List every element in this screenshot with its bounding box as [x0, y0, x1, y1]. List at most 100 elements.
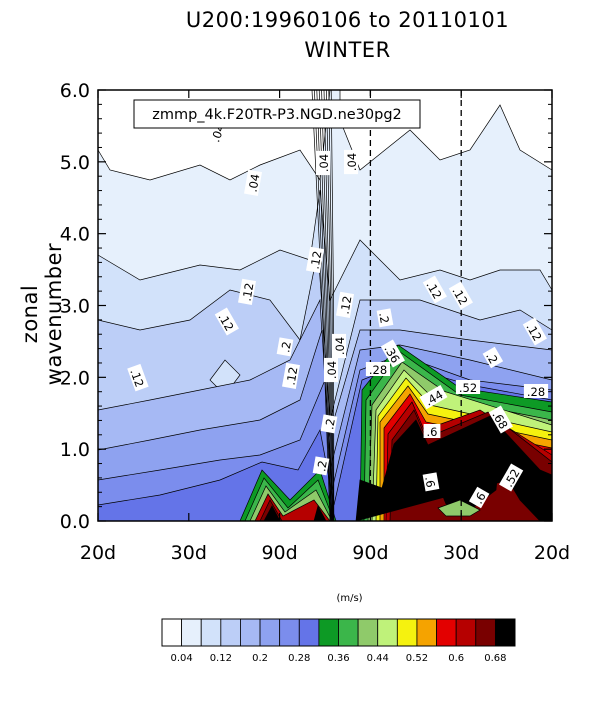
colorbar-swatch [220, 618, 241, 647]
contour-label-text: .04 [345, 153, 359, 171]
colorbar-swatch [298, 618, 320, 647]
colorbar-tick-label: 0.44 [367, 653, 389, 664]
contour-label: .2 [376, 308, 394, 328]
contour-label-text: .2 [278, 340, 294, 353]
contour-label-text: .04 [333, 337, 347, 355]
contour-label-bg [127, 363, 149, 392]
contour-label-bg [214, 307, 239, 336]
axis-ticks: 0.0 1.0 2.0 3.0 4.0 5.0 6.0 20d 30d 90d 90d 30d 20d [60, 80, 570, 564]
contour-label-bg [419, 385, 448, 410]
colorbar-swatch [279, 618, 300, 647]
contour-label-bg [332, 333, 346, 359]
contour-label-bg [238, 278, 257, 305]
contour-label-bg [468, 486, 490, 509]
contour-label-text: .2 [376, 311, 392, 324]
colorbar-swatch [338, 618, 359, 647]
y-tick-label: 0.0 [60, 511, 90, 533]
contour-label-text: .12 [127, 367, 146, 389]
colorbar-tick-label: 0.2 [252, 653, 268, 664]
contour-label-bg [344, 149, 358, 175]
contour-label: .2 [482, 346, 504, 369]
y-tick-label: 5.0 [60, 152, 90, 174]
contour-label-text: .52 [459, 381, 477, 395]
colorbar-swatch [161, 618, 183, 647]
contour-label-bg [244, 169, 263, 196]
colorbar-swatch [377, 618, 398, 647]
x-tick-label: 30d [171, 542, 207, 564]
contour-label-text: .28 [527, 385, 545, 399]
contour-label: .04 [324, 357, 339, 383]
colorbar-swatch [259, 618, 281, 647]
colorbar-tick-label: 0.6 [448, 653, 464, 664]
contour-label-bg [380, 339, 405, 368]
colorbar-frame [161, 618, 516, 647]
contour-label-bg [324, 357, 338, 383]
colorbar-tick-label: 0.12 [210, 653, 232, 664]
contour-label: .6 [468, 486, 490, 509]
contour-label: .2 [312, 456, 330, 476]
contour-label: .28 [523, 384, 549, 399]
contour-label-bg [488, 405, 513, 434]
x-tick-label: 30d [443, 542, 479, 564]
x-tick-label: 20d [80, 542, 116, 564]
colorbar-swatch [200, 618, 222, 647]
contour-label-bg [423, 424, 441, 438]
contour-label: .04 [332, 333, 347, 359]
colorbar: 0.04 0.12 0.2 0.28 0.36 0.44 0.52 0.6 0.68 [161, 618, 516, 664]
contour-label-text: .12 [240, 282, 257, 302]
case-label: zmmp_4k.F20TR-P3.NGD.ne30pg2 [152, 107, 402, 123]
contour-label-bg [522, 317, 547, 346]
contour-label-text: .12 [338, 295, 355, 315]
colorbar-swatch [436, 618, 457, 647]
colorbar-tick-label: 0.04 [170, 653, 192, 664]
colorbar-units-label: (m/s) [336, 593, 363, 604]
chart-title-line2: WINTER [304, 38, 391, 62]
colorbar-swatch [357, 618, 379, 647]
contour-label-bg [312, 456, 330, 476]
contour-label: .12 [127, 363, 149, 392]
colorbar-swatch [240, 618, 261, 647]
contour-label-bg [422, 472, 440, 492]
contour-label: .12 [282, 362, 301, 389]
y-tick-label: 6.0 [60, 80, 90, 102]
y-tick-label: 3.0 [60, 296, 90, 318]
contour-label-bg [316, 150, 330, 176]
contour-label-bg [276, 337, 294, 357]
contour-label: .12 [238, 278, 257, 305]
contour-label-text: .04 [317, 154, 331, 172]
colorbar-tick-label: 0.36 [327, 653, 349, 664]
colorbar-tick-label: 0.28 [288, 653, 310, 664]
contour-label-bg [320, 414, 338, 434]
contour-label-bg [306, 246, 325, 273]
y-tick-label: 1.0 [60, 439, 90, 461]
contour-label-text: .04 [325, 361, 339, 379]
contour-label-text: .12 [284, 366, 301, 386]
x-tick-label: 20d [534, 542, 570, 564]
contour-label-text: .2 [322, 417, 338, 430]
contour-label-bg [422, 275, 447, 304]
contour-label-bg [499, 463, 524, 492]
x-tick-label: 90d [352, 542, 388, 564]
contour-label: .04 [244, 169, 263, 196]
contour-label-bg [376, 308, 394, 328]
contour-label: .28 [365, 362, 391, 377]
colorbar-tick-label: 0.68 [484, 653, 506, 664]
contour-label: .12 [306, 246, 325, 273]
colorbar-swatch [396, 618, 418, 647]
contour-label-bg [523, 384, 549, 398]
colorbar-swatch [475, 618, 496, 647]
contour-label: .04 [316, 150, 331, 176]
contour-label: .2 [276, 337, 294, 357]
colorbar-swatch [494, 618, 516, 647]
x-tick-label: 90d [261, 542, 297, 564]
contour-label-bg [282, 362, 301, 389]
contour-label: .6 [423, 424, 441, 439]
contour-band [437, 499, 481, 517]
contour-label: .6 [422, 472, 440, 492]
contour-label: .04 [344, 149, 359, 175]
contour-label: .2 [320, 414, 338, 434]
colorbar-swatch [181, 618, 202, 647]
y-tick-label: 4.0 [60, 224, 90, 246]
contour-label-bg [365, 362, 391, 376]
contour-label-bg [448, 281, 473, 310]
